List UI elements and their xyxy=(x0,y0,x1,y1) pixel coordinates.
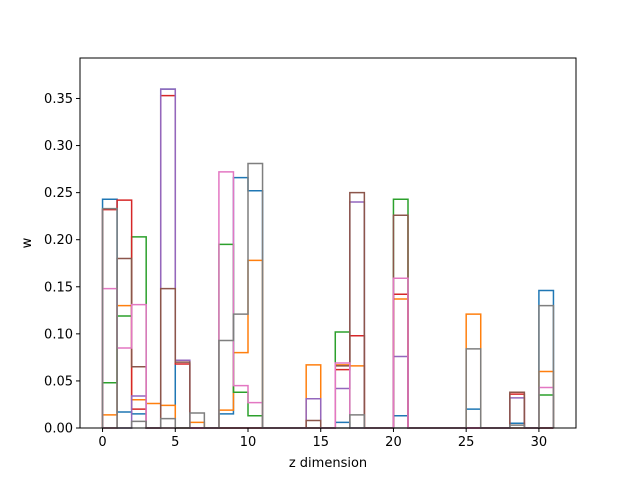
series-7-step-line xyxy=(101,162,555,429)
series-3-step-line xyxy=(101,94,554,429)
series-layer xyxy=(101,88,555,429)
y-tick-label: 0.15 xyxy=(44,280,73,295)
x-tick-label: 15 xyxy=(312,435,329,450)
y-tick-label: 0.00 xyxy=(44,422,73,437)
series-5-step-line xyxy=(102,191,554,429)
plot-frame xyxy=(79,57,577,429)
y-tick-label: 0.20 xyxy=(44,233,73,248)
x-tick-label: 5 xyxy=(171,435,179,450)
x-axis-ticks: 0 5 10 15 20 25 30 xyxy=(98,428,547,450)
y-axis-label: w xyxy=(20,237,35,248)
x-tick-label: 20 xyxy=(385,435,402,450)
series-0-step-line xyxy=(101,88,555,429)
x-tick-label: 25 xyxy=(458,435,475,450)
y-tick-label: 0.10 xyxy=(44,327,73,342)
y-axis-ticks: 0.00 0.05 0.10 0.15 0.20 0.25 0.30 0.35 xyxy=(44,92,80,437)
x-tick-label: 30 xyxy=(531,435,548,450)
series-4-step-line xyxy=(102,88,554,429)
y-tick-label: 0.25 xyxy=(44,186,73,201)
series-1-step-line xyxy=(101,259,555,429)
series-6-step-line xyxy=(101,171,555,429)
x-tick-label: 10 xyxy=(240,435,257,450)
series-2-step-line xyxy=(101,198,555,429)
x-tick-label: 0 xyxy=(98,435,106,450)
y-tick-label: 0.05 xyxy=(44,374,73,389)
y-tick-label: 0.30 xyxy=(44,139,73,154)
y-tick-label: 0.35 xyxy=(44,92,73,107)
x-axis-label: z dimension xyxy=(289,456,367,471)
